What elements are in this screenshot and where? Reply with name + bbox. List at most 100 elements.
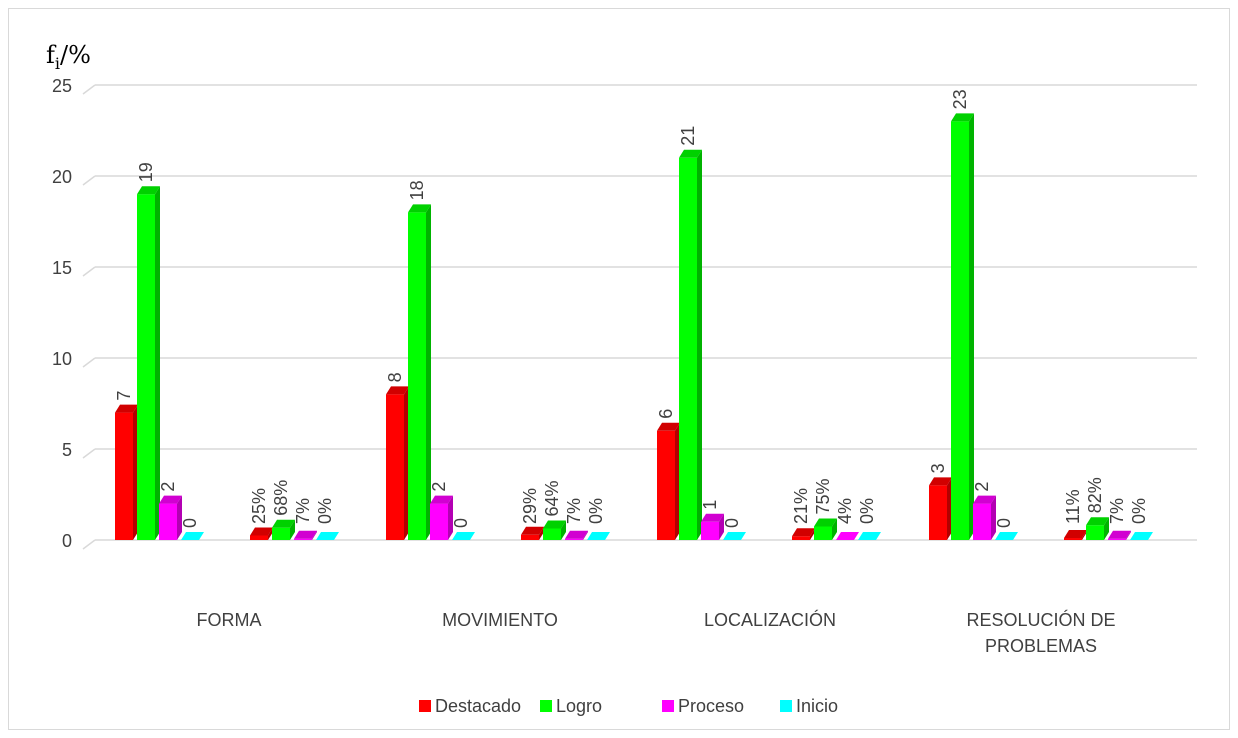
gridline-depth	[82, 175, 96, 186]
bar-count-top	[408, 204, 431, 213]
data-label-percent: 64%	[542, 480, 562, 516]
bar-percent-front	[543, 528, 561, 540]
bar-count	[115, 404, 138, 540]
bar-percent	[521, 526, 544, 540]
data-label-count: 8	[385, 372, 405, 382]
bar-percent-zero	[587, 532, 610, 540]
bar-percent	[272, 519, 295, 540]
y-axis-title-suffix: /%	[60, 41, 91, 69]
gridline-depth	[82, 539, 96, 550]
bar-count	[929, 477, 952, 540]
bar-count-front	[408, 212, 426, 540]
bar-percent-front	[1108, 538, 1126, 540]
y-tick-label: 25	[52, 76, 72, 96]
bar-percent-top	[521, 526, 544, 535]
bar-percent-top	[814, 518, 837, 527]
bar-count-top	[929, 477, 952, 486]
category-label: FORMA	[197, 610, 262, 630]
data-label-count: 2	[429, 482, 449, 492]
bar-percent	[250, 527, 273, 540]
y-tick-label: 20	[52, 167, 72, 187]
bar-count-side	[719, 513, 724, 540]
gridline-depth	[82, 357, 96, 368]
bar-count-front	[430, 503, 448, 540]
category-labels: FORMA MOVIMIENTO LOCALIZACIÓN RESOLUCIÓN DE…	[197, 609, 1116, 656]
bar-percent-side	[312, 530, 317, 540]
data-label-percent: 25%	[249, 488, 269, 524]
bar-percent-zero	[858, 532, 881, 540]
y-axis-title: fi/%	[46, 41, 91, 73]
bar-count-top	[115, 404, 138, 413]
data-label-count: 1	[700, 500, 720, 510]
data-label-percent: 0%	[857, 498, 877, 524]
data-label-percent: 29%	[520, 488, 540, 524]
bar-percent-top	[792, 528, 815, 537]
category-label: LOCALIZACIÓN	[704, 609, 836, 630]
bar-count-side	[969, 113, 974, 541]
y-tick-label: 0	[62, 531, 72, 551]
bar-count-front	[386, 394, 404, 540]
data-labels: 725%829%621%311%1968%1864%2175%2382%27%2…	[114, 89, 1149, 528]
bar-percent-side	[1126, 530, 1131, 540]
bar-count	[951, 113, 974, 541]
bar-percent-side	[832, 518, 837, 540]
gridline-depth	[82, 448, 96, 459]
bar-percent-front	[814, 526, 832, 540]
data-label-count: 3	[928, 463, 948, 473]
bar-percent-zero	[836, 532, 859, 540]
category-label: MOVIMIENTO	[442, 610, 558, 630]
bar-count-zero	[995, 532, 1018, 540]
bar-count-zero	[452, 532, 475, 540]
bar-percent-side	[290, 519, 295, 540]
bar-percent-side	[810, 528, 815, 540]
bar-percent-front	[521, 534, 539, 540]
data-label-percent: 0%	[315, 498, 335, 524]
bar-percent-side	[561, 520, 566, 540]
bar-percent-front	[1064, 538, 1082, 540]
chart-frame	[8, 8, 1230, 730]
bar-count-top	[657, 422, 680, 431]
category-label: PROBLEMAS	[985, 636, 1097, 656]
bar-percent-front	[1086, 525, 1104, 540]
bar-count	[386, 386, 409, 540]
bar-percent-top	[294, 530, 317, 539]
data-label-percent: 7%	[293, 498, 313, 524]
bar-percent	[543, 520, 566, 540]
legend-label: Destacado	[435, 696, 521, 716]
bar-count-front	[679, 157, 697, 541]
bar-percent	[1064, 530, 1087, 540]
bar-count-front	[115, 412, 133, 540]
data-label-percent: 11%	[1063, 489, 1083, 524]
bar-count-side	[675, 422, 680, 540]
bar-count-zero	[181, 532, 204, 540]
data-label-percent: 7%	[564, 498, 584, 524]
bar-percent	[792, 528, 815, 540]
bar-percent-top	[1108, 530, 1131, 539]
bar-percent-top	[272, 519, 295, 528]
bar-count-top	[951, 113, 974, 122]
gridline-depth	[82, 266, 96, 277]
bar-percent	[1086, 517, 1109, 540]
legend-swatch	[780, 700, 792, 712]
bar-count-side	[155, 186, 160, 540]
bar-count-side	[448, 495, 453, 540]
bar-percent-zero	[316, 532, 339, 540]
legend-swatch	[662, 700, 674, 712]
bar-count	[973, 495, 996, 540]
bar-count-zero	[723, 532, 746, 540]
bar-percent-front	[792, 536, 810, 540]
category-label: RESOLUCIÓN DE	[966, 609, 1115, 630]
bar-percent-front	[250, 535, 268, 540]
y-tick-label: 5	[62, 440, 72, 460]
bar-percent-top	[543, 520, 566, 529]
bar-percent-front	[294, 538, 312, 540]
data-label-percent: 21%	[791, 488, 811, 524]
bar-count-top	[430, 495, 453, 504]
y-tick-label: 15	[52, 258, 72, 278]
bar-count-side	[177, 495, 182, 540]
data-label-percent: 75%	[813, 478, 833, 514]
legend: Destacado Logro Proceso Inicio	[419, 696, 838, 716]
bar-count-top	[386, 386, 409, 395]
bar-count-side	[404, 386, 409, 540]
